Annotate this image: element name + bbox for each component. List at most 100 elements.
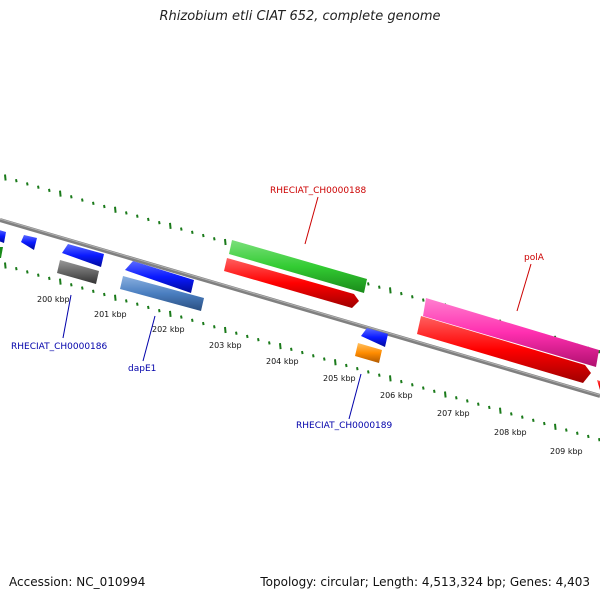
major-tick [224, 238, 227, 246]
blue-feature[interactable] [0, 229, 6, 243]
genome-backbone [0, 218, 600, 398]
grey-feature[interactable] [57, 260, 99, 284]
green-feature[interactable] [0, 247, 3, 258]
minor-tick [136, 214, 139, 218]
green-feature[interactable] [229, 240, 367, 293]
tick-label: 208 kbp [494, 428, 527, 437]
minor-tick [81, 198, 84, 202]
minor-tick [158, 308, 161, 313]
minor-tick [213, 237, 216, 241]
major-tick [169, 222, 172, 229]
minor-tick [180, 227, 183, 231]
minor-tick [345, 363, 348, 368]
major-tick [554, 423, 557, 430]
blue-feature[interactable] [125, 261, 194, 293]
minor-tick [191, 318, 194, 323]
leader-line [516, 263, 532, 312]
minor-tick [455, 396, 458, 400]
blue-feature[interactable] [62, 244, 104, 267]
major-tick [224, 326, 227, 334]
map-title: Rhizobium etli CIAT 652, complete genome [159, 9, 441, 24]
orange-feature[interactable] [355, 343, 382, 363]
minor-tick [378, 373, 381, 377]
minor-tick [576, 431, 579, 435]
major-tick [114, 206, 117, 213]
major-tick [59, 278, 62, 285]
minor-tick [477, 402, 480, 406]
leader-line [348, 373, 362, 420]
major-tick [279, 343, 282, 350]
minor-tick [521, 415, 524, 419]
blue-feature[interactable] [361, 328, 388, 347]
minor-tick [202, 233, 205, 238]
minor-tick [92, 201, 95, 205]
gene-label[interactable]: RHECIAT_CH0000189 [296, 421, 393, 431]
minor-tick [48, 188, 51, 193]
gene-label[interactable]: RHECIAT_CH0000186 [11, 342, 108, 352]
tick-label: 209 kbp [550, 447, 583, 456]
genome-backbone-highlight [0, 218, 600, 396]
minor-tick [257, 337, 260, 342]
minor-tick [268, 341, 271, 345]
minor-tick [70, 195, 73, 199]
minor-tick [378, 285, 381, 289]
major-tick [499, 407, 502, 414]
gene-label[interactable]: dapE1 [128, 364, 156, 374]
red-feature[interactable] [224, 258, 359, 308]
genome-stats-text: Topology: circular; Length: 4,513,324 bp… [260, 575, 590, 589]
accession-text: Accession: NC_010994 [9, 575, 146, 589]
minor-tick [180, 315, 183, 319]
gene-label[interactable]: polA [524, 253, 545, 263]
minor-tick [422, 386, 425, 390]
tick-label: 205 kbp [323, 374, 356, 383]
minor-tick [466, 399, 469, 403]
minor-tick [103, 292, 106, 297]
minor-tick [411, 383, 414, 387]
minor-tick [26, 182, 29, 186]
magenta-feature[interactable] [423, 298, 599, 367]
tick-label: 200 kbp [37, 295, 70, 304]
minor-tick [543, 421, 546, 426]
minor-tick [191, 230, 194, 235]
minor-tick [37, 273, 40, 277]
minor-tick [367, 370, 370, 374]
minor-tick [356, 367, 359, 371]
minor-tick [15, 178, 18, 183]
major-tick [169, 310, 172, 317]
tick-label: 202 kbp [152, 325, 185, 334]
minor-tick [213, 325, 216, 329]
minor-tick [367, 282, 370, 286]
minor-tick [323, 357, 326, 361]
minor-tick [81, 286, 84, 290]
minor-tick [15, 266, 18, 271]
major-tick [444, 391, 447, 398]
red-feature[interactable] [597, 380, 600, 390]
minor-tick [422, 298, 425, 302]
steel-feature[interactable] [120, 276, 204, 311]
minor-tick [433, 389, 436, 394]
minor-tick [246, 334, 249, 339]
minor-tick [70, 283, 73, 287]
minor-tick [147, 217, 150, 222]
blue-feature[interactable] [21, 235, 37, 250]
major-tick [4, 174, 7, 181]
red-feature[interactable] [417, 316, 591, 383]
minor-tick [532, 418, 535, 423]
major-tick [389, 375, 392, 382]
minor-tick [103, 204, 106, 209]
major-tick [59, 190, 62, 197]
minor-tick [37, 185, 40, 189]
leader-line [304, 196, 319, 245]
minor-tick [202, 321, 205, 326]
minor-tick [411, 295, 414, 299]
minor-tick [235, 331, 238, 335]
minor-tick [125, 211, 128, 215]
major-tick [389, 287, 392, 294]
minor-tick [400, 291, 403, 296]
minor-tick [488, 405, 491, 410]
gene-label[interactable]: RHECIAT_CH0000188 [270, 186, 367, 196]
minor-tick [136, 302, 139, 306]
minor-tick [587, 434, 590, 439]
minor-tick [147, 305, 150, 310]
